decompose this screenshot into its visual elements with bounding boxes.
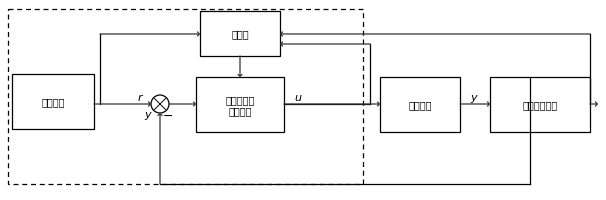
Text: u: u xyxy=(295,93,302,102)
Bar xyxy=(490,78,590,132)
Bar xyxy=(200,12,280,57)
Text: r: r xyxy=(138,93,142,102)
Text: −: − xyxy=(163,109,173,122)
Text: 位置检测模块: 位置检测模块 xyxy=(522,100,558,110)
Text: y: y xyxy=(471,93,478,102)
Text: y: y xyxy=(145,109,152,119)
Bar xyxy=(380,78,460,132)
Text: 给定模块: 给定模块 xyxy=(41,97,65,107)
Text: 存储器: 存储器 xyxy=(231,29,249,39)
Bar xyxy=(196,78,284,132)
Text: 离散滑模重
复控制器: 离散滑模重 复控制器 xyxy=(225,94,255,116)
Bar xyxy=(12,75,94,129)
Circle shape xyxy=(151,96,169,113)
Text: 伺服对象: 伺服对象 xyxy=(408,100,431,110)
Bar xyxy=(8,10,363,184)
